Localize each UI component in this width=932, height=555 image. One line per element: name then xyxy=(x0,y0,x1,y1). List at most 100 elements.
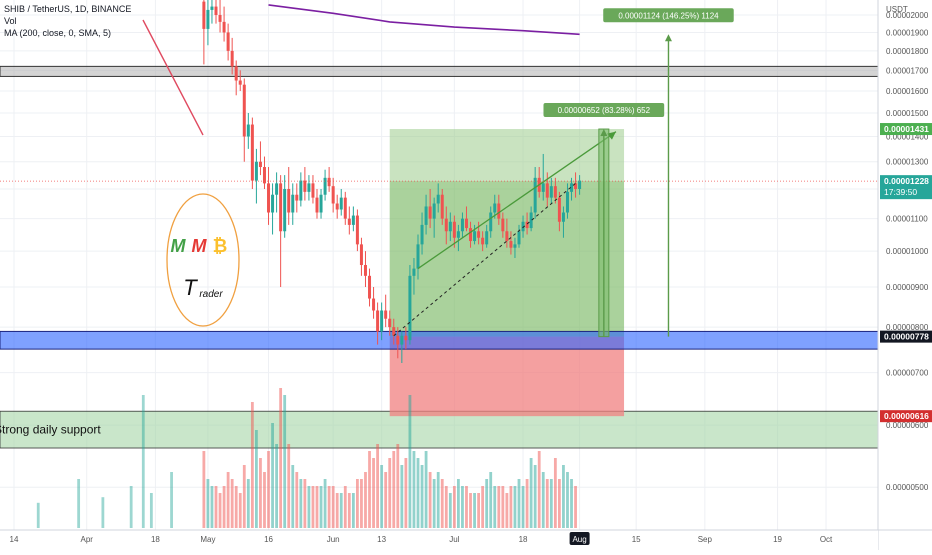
candle[interactable] xyxy=(343,191,347,225)
ma-legend[interactable]: MA (200, close, 0, SMA, 5) xyxy=(4,28,112,38)
candle[interactable] xyxy=(331,177,335,213)
candle[interactable] xyxy=(384,294,388,328)
candle[interactable] xyxy=(380,302,384,341)
candle[interactable] xyxy=(254,148,258,204)
candle[interactable] xyxy=(521,215,525,238)
candle[interactable] xyxy=(456,224,460,252)
candle[interactable] xyxy=(477,221,481,245)
candle[interactable] xyxy=(436,183,440,213)
ma-line[interactable] xyxy=(268,4,580,36)
candle[interactable] xyxy=(202,0,206,65)
candle[interactable] xyxy=(408,265,412,345)
candle[interactable] xyxy=(509,231,513,255)
candle[interactable] xyxy=(400,331,404,364)
candle[interactable] xyxy=(420,212,424,255)
candle[interactable] xyxy=(222,6,226,42)
candle[interactable] xyxy=(497,194,501,225)
candle[interactable] xyxy=(570,177,574,201)
candle[interactable] xyxy=(424,194,428,235)
candle[interactable] xyxy=(327,167,331,192)
price-badge[interactable] xyxy=(880,410,932,423)
candle[interactable] xyxy=(485,224,489,248)
candle[interactable] xyxy=(533,167,537,219)
candle[interactable] xyxy=(412,257,416,295)
candle[interactable] xyxy=(351,206,355,232)
candle[interactable] xyxy=(335,194,339,219)
candle[interactable] xyxy=(258,141,262,176)
profit-zone-filled[interactable] xyxy=(389,181,625,337)
logo-circle[interactable] xyxy=(166,193,240,327)
candle[interactable] xyxy=(460,212,464,238)
candle[interactable] xyxy=(250,117,254,190)
candle[interactable] xyxy=(493,194,497,219)
candle[interactable] xyxy=(553,177,557,204)
resistance-band[interactable] xyxy=(0,65,879,77)
candle[interactable] xyxy=(283,175,287,238)
candle[interactable] xyxy=(279,175,283,288)
candle[interactable] xyxy=(392,318,396,345)
candle[interactable] xyxy=(206,0,210,46)
candle[interactable] xyxy=(315,189,319,219)
candle[interactable] xyxy=(234,60,238,96)
loss-zone[interactable] xyxy=(389,336,625,417)
candle[interactable] xyxy=(363,251,367,288)
candle[interactable] xyxy=(303,167,307,201)
candle[interactable] xyxy=(226,23,230,61)
candle[interactable] xyxy=(444,206,448,245)
candle[interactable] xyxy=(262,156,266,190)
candle[interactable] xyxy=(517,224,521,248)
candle[interactable] xyxy=(372,287,376,319)
candle[interactable] xyxy=(440,189,444,225)
candle[interactable] xyxy=(545,172,549,207)
candle[interactable] xyxy=(291,183,295,225)
candle[interactable] xyxy=(238,70,242,92)
price-badge[interactable] xyxy=(880,330,932,343)
candle[interactable] xyxy=(287,167,291,225)
candle[interactable] xyxy=(267,167,271,225)
candle[interactable] xyxy=(359,237,363,276)
price-badge[interactable] xyxy=(880,175,932,200)
candle[interactable] xyxy=(295,183,299,213)
candle[interactable] xyxy=(448,212,452,242)
candle[interactable] xyxy=(311,175,315,204)
candle[interactable] xyxy=(230,37,234,75)
candle[interactable] xyxy=(396,327,400,359)
blue-support-band[interactable] xyxy=(0,330,879,350)
candle[interactable] xyxy=(246,112,250,149)
candle[interactable] xyxy=(541,153,545,201)
candle[interactable] xyxy=(565,183,569,219)
candle[interactable] xyxy=(473,224,477,245)
candle[interactable] xyxy=(376,302,380,345)
candle[interactable] xyxy=(299,172,303,207)
candle[interactable] xyxy=(561,206,565,238)
candle[interactable] xyxy=(428,189,432,229)
candle[interactable] xyxy=(242,78,246,162)
candle[interactable] xyxy=(404,327,408,350)
candle[interactable] xyxy=(469,221,473,248)
candle[interactable] xyxy=(464,206,468,232)
candle[interactable] xyxy=(210,0,214,24)
candle[interactable] xyxy=(368,268,372,307)
volume-legend[interactable]: Vol xyxy=(4,16,17,26)
candle[interactable] xyxy=(513,237,517,258)
candle[interactable] xyxy=(574,172,578,198)
symbol-line[interactable]: SHIB / TetherUS, 1D, BINANCE xyxy=(4,4,132,14)
candle[interactable] xyxy=(501,212,505,238)
candle[interactable] xyxy=(271,183,275,235)
candle[interactable] xyxy=(489,206,493,238)
candle[interactable] xyxy=(339,189,343,216)
candle[interactable] xyxy=(452,215,456,248)
candle[interactable] xyxy=(319,189,323,219)
candle[interactable] xyxy=(481,231,485,252)
candle[interactable] xyxy=(432,197,436,238)
candle[interactable] xyxy=(549,177,553,204)
price-badge[interactable] xyxy=(880,123,932,136)
candle[interactable] xyxy=(275,172,279,213)
candle[interactable] xyxy=(307,175,311,201)
descending-trendline[interactable] xyxy=(142,19,204,136)
daily-support-band[interactable] xyxy=(0,410,879,449)
projection-arrow[interactable] xyxy=(417,131,617,270)
candle[interactable] xyxy=(578,175,582,195)
candle[interactable] xyxy=(323,169,327,201)
